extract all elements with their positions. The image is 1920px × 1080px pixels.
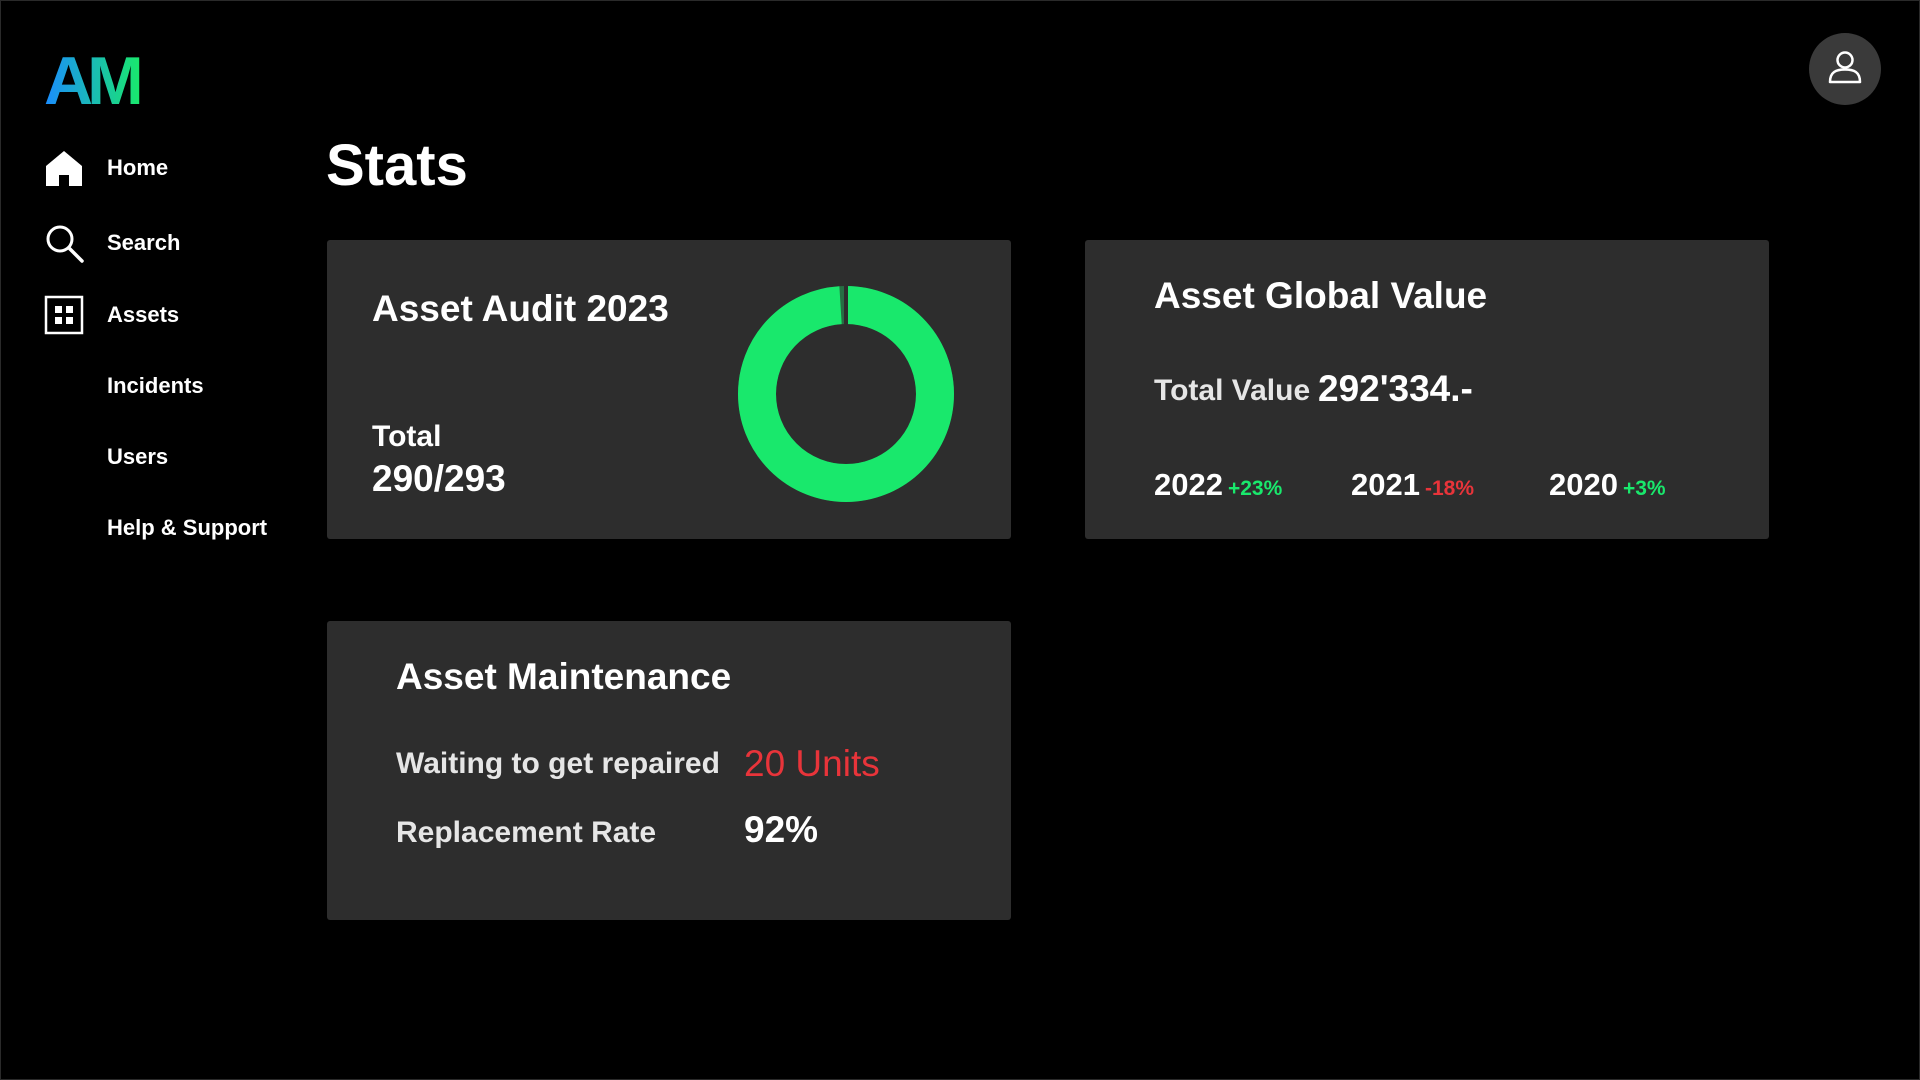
waiting-label: Waiting to get repaired	[396, 747, 720, 780]
sidebar-item-assets[interactable]: Assets	[44, 291, 179, 339]
sidebar-item-home[interactable]: Home	[44, 144, 168, 192]
year-label: 2020	[1549, 467, 1618, 502]
sidebar-item-label: Users	[107, 444, 169, 469]
card-title: Asset Global Value	[1154, 275, 1488, 316]
sidebar-item-label: Home	[107, 155, 169, 180]
total-value: 290/293	[372, 458, 506, 499]
sidebar-item-label: Help & Support	[107, 515, 268, 540]
user-icon	[1826, 48, 1864, 91]
year-stat-2021: 2021 -18%	[1351, 467, 1474, 503]
asset-global-value-card: Asset Global Value Total Value 292'334.-…	[1085, 240, 1769, 539]
sidebar-item-incidents[interactable]: Incidents	[44, 362, 204, 410]
svg-text:AM: AM	[44, 43, 140, 112]
sidebar-item-label: Incidents	[107, 373, 204, 398]
year-change: -18%	[1424, 477, 1474, 500]
total-label: Total	[372, 420, 442, 453]
asset-audit-card: Asset Audit 2023 Total 290/293	[327, 240, 1011, 539]
year-label: 2022	[1154, 467, 1223, 502]
year-stat-2022: 2022 +23%	[1154, 467, 1282, 503]
sidebar-item-users[interactable]: Users	[44, 433, 168, 481]
year-label: 2021	[1351, 467, 1420, 502]
ring-fill	[738, 286, 954, 502]
total-value-amount: 292'334.-	[1318, 368, 1473, 409]
page-title: Stats	[326, 133, 468, 198]
home-icon	[44, 148, 84, 188]
audit-progress-ring	[738, 285, 954, 502]
search-icon	[44, 223, 84, 263]
sidebar-item-label: Search	[107, 230, 181, 255]
grid-icon	[44, 295, 84, 335]
total-value-label: Total Value	[1154, 374, 1311, 407]
replacement-rate-label: Replacement Rate	[396, 816, 657, 849]
waiting-value: 20 Units	[744, 743, 880, 784]
asset-maintenance-card: Asset Maintenance Waiting to get repaire…	[327, 621, 1011, 920]
card-title: Asset Maintenance	[396, 656, 732, 697]
sidebar-item-search[interactable]: Search	[44, 219, 180, 267]
sidebar-item-help-support[interactable]: Help & Support	[44, 504, 267, 552]
card-title: Asset Audit 2023	[372, 288, 669, 329]
year-stat-2020: 2020 +3%	[1549, 467, 1666, 503]
replacement-rate-value: 92%	[744, 809, 819, 850]
year-change: +23%	[1227, 477, 1283, 500]
profile-button[interactable]	[1809, 33, 1881, 105]
year-change: +3%	[1622, 477, 1666, 500]
sidebar-item-label: Assets	[107, 302, 180, 327]
app-logo: AM	[44, 43, 146, 112]
